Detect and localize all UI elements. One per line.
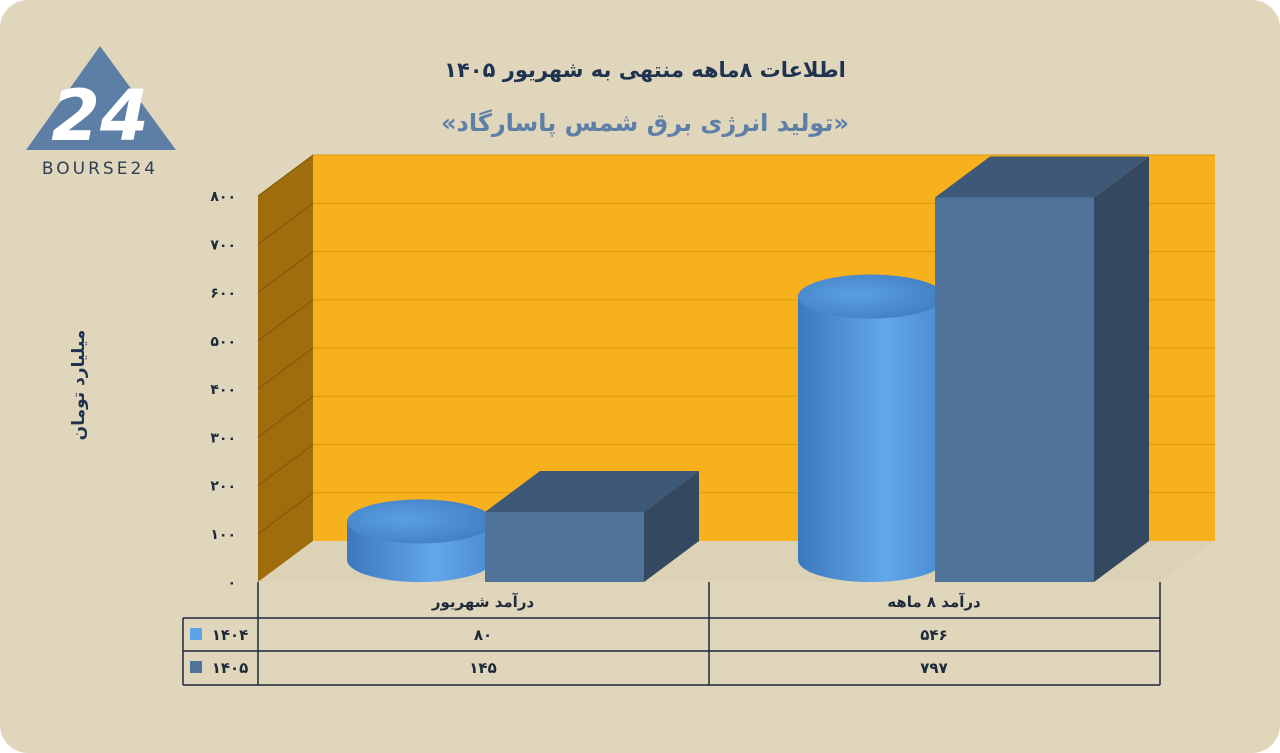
chart-title: اطلاعات ۸ماهه منتهی به شهریور ۱۴۰۵ <box>444 58 846 82</box>
legend-label-1404: ۱۴۰۴ <box>212 626 249 644</box>
y-tick-label: ۸۰۰ <box>210 189 236 205</box>
gridline-side <box>257 154 314 197</box>
data-table: درآمد ۸ ماهه درآمد شهریور ۱۴۰۴ ۵۴۶ ۸۰ ۱۴… <box>182 582 1161 686</box>
bar-1404-top <box>798 274 944 319</box>
logo-text: BOURSE24 <box>42 159 158 179</box>
logo-mark: 24 <box>51 75 148 157</box>
bar-1405-front <box>935 197 1094 582</box>
bourse24-logo: 24 BOURSE24 <box>26 46 176 179</box>
legend-label-1405: ۱۴۰۵ <box>212 659 249 677</box>
gridline-side <box>257 251 314 293</box>
y-tick-label: ۵۰۰ <box>210 334 236 350</box>
logo-triangle <box>26 46 176 150</box>
table-header-8-month: درآمد ۸ ماهه <box>887 593 981 611</box>
gridline-side <box>257 347 314 390</box>
y-tick-label: ۰ <box>227 575 236 591</box>
y-axis-label: میلیارد تومان <box>69 330 89 441</box>
table-cell-1405-shahrivar: ۱۴۵ <box>469 659 496 677</box>
legend-swatch-1404 <box>190 628 202 640</box>
gridline-side <box>257 492 314 535</box>
bar-1405-side <box>644 471 699 582</box>
table-cell-1405-8-month: ۷۹۷ <box>920 659 947 677</box>
y-tick-label: ۱۰۰ <box>210 527 236 543</box>
table-header-shahrivar: درآمد شهریور <box>431 593 535 611</box>
gridline-side <box>257 202 314 245</box>
table-cell-1404-8-month: ۵۴۶ <box>920 626 947 644</box>
gridline-side <box>257 444 314 486</box>
gridline-side <box>257 395 314 438</box>
y-tick-label: ۲۰۰ <box>210 479 236 495</box>
y-axis-ticks: ۰ ۱۰۰ ۲۰۰ ۳۰۰ ۴۰۰ ۵۰۰ ۶۰۰ ۷۰۰ ۸۰۰ <box>210 189 236 591</box>
legend-swatch-1405 <box>190 661 202 673</box>
y-tick-label: ۳۰۰ <box>210 430 236 446</box>
y-tick-label: ۷۰۰ <box>210 237 236 253</box>
bar-1405-top <box>935 156 1149 198</box>
bar-1405-side <box>1094 156 1149 582</box>
bars <box>347 156 1149 582</box>
bar-1404-body <box>798 296 944 582</box>
gridline-side <box>257 299 314 342</box>
bar-1405-front <box>485 512 644 582</box>
bar-1404-top <box>347 499 493 544</box>
y-tick-label: ۴۰۰ <box>210 382 236 398</box>
bar-1405-top <box>485 471 699 513</box>
chart-subtitle: «تولید انرژی برق شمس پاسارگاد» <box>441 109 849 137</box>
table-cell-1404-shahrivar: ۸۰ <box>474 626 492 644</box>
y-tick-label: ۶۰۰ <box>210 286 236 302</box>
